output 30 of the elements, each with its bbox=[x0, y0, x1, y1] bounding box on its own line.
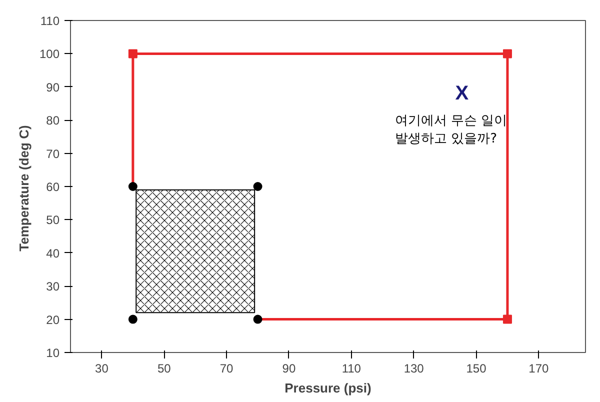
y-tick-label: 100 bbox=[39, 47, 60, 62]
x-tick-label: 130 bbox=[404, 362, 424, 376]
point bbox=[128, 314, 138, 324]
y-axis-title: Temperature (deg C) bbox=[16, 125, 32, 252]
y-tick-label: 50 bbox=[46, 213, 60, 228]
point bbox=[253, 314, 262, 324]
y-tick-label: 60 bbox=[46, 180, 60, 194]
y-tick-label: 10 bbox=[46, 346, 60, 360]
y-tick-label: 80 bbox=[46, 114, 60, 128]
annotation: X bbox=[455, 82, 470, 105]
x-tick-label: 70 bbox=[220, 362, 234, 376]
x-tick-label: 150 bbox=[466, 362, 487, 376]
x-tick-label: 90 bbox=[282, 362, 296, 376]
point bbox=[502, 314, 512, 324]
y-tick-label: 110 bbox=[40, 14, 60, 28]
y-tick-label: 90 bbox=[46, 80, 60, 94]
y-tick-label: 20 bbox=[46, 312, 60, 327]
x-tick-label: 110 bbox=[342, 362, 362, 376]
x-tick-label: 170 bbox=[528, 362, 550, 376]
y-tick-label: 40 bbox=[46, 246, 60, 260]
y-tick-label: 70 bbox=[46, 146, 60, 161]
point bbox=[128, 182, 138, 191]
annotation: 여기에서 무슨 일이 발생하고 있을까? bbox=[394, 114, 508, 147]
x-tick-label: 30 bbox=[95, 362, 109, 376]
y-tick-label: 30 bbox=[46, 280, 60, 294]
point bbox=[253, 182, 262, 191]
x-tick-label: 50 bbox=[157, 362, 172, 376]
point bbox=[502, 49, 512, 58]
x-axis-title: Pressure (psi) bbox=[284, 380, 372, 396]
point bbox=[128, 49, 138, 58]
